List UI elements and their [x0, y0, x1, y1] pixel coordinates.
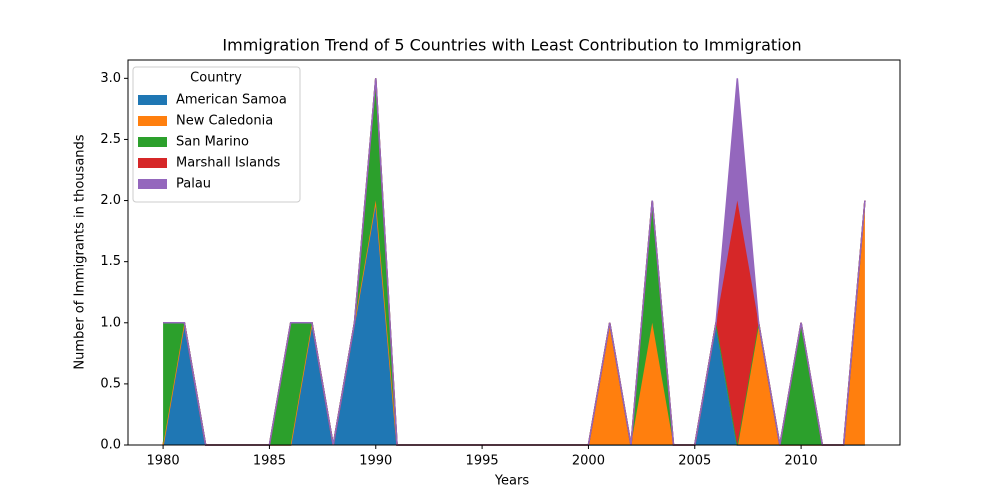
- y-tick-label: 1.5: [100, 254, 121, 269]
- legend-swatch: [138, 95, 167, 105]
- x-tick-label: 1980: [147, 454, 180, 469]
- area: [163, 78, 865, 445]
- legend-swatch: [138, 137, 167, 147]
- x-tick-label: 1990: [359, 454, 392, 469]
- plot-frame: [127, 59, 901, 446]
- y-tick-label: 2.0: [100, 193, 121, 208]
- legend-title: Country: [190, 71, 242, 86]
- y-tick-label: 3.0: [100, 71, 121, 86]
- y-axis-label: Number of Immigrants in thousands: [73, 134, 88, 369]
- legend-label: American Samoa: [176, 93, 287, 108]
- x-axis-label: Years: [494, 474, 530, 489]
- legend-label: New Caledonia: [176, 114, 273, 129]
- x-tick-label: 2010: [785, 454, 818, 469]
- legend-swatch: [138, 158, 167, 168]
- legend-label: San Marino: [176, 135, 249, 150]
- x-tick-label: 2005: [678, 454, 711, 469]
- legend-label: Palau: [176, 177, 211, 192]
- legend-label: Marshall Islands: [176, 156, 281, 171]
- legend: Country American Samoa New Caledonia San Ma…: [132, 66, 301, 203]
- y-tick-label: 0.0: [100, 438, 121, 453]
- y-tick-label: 1.0: [100, 315, 121, 330]
- y-tick-label: 0.5: [100, 376, 121, 391]
- legend-swatch: [138, 116, 167, 126]
- legend-swatch: [138, 179, 167, 189]
- x-tick-label: 2000: [572, 454, 605, 469]
- y-tick-label: 2.5: [100, 132, 121, 147]
- legend-box: [132, 66, 301, 203]
- x-tick-label: 1995: [466, 454, 499, 469]
- chart-title: Immigration Trend of 5 Countries with Le…: [222, 36, 801, 55]
- x-tick-label: 1985: [253, 454, 286, 469]
- area: [163, 78, 865, 445]
